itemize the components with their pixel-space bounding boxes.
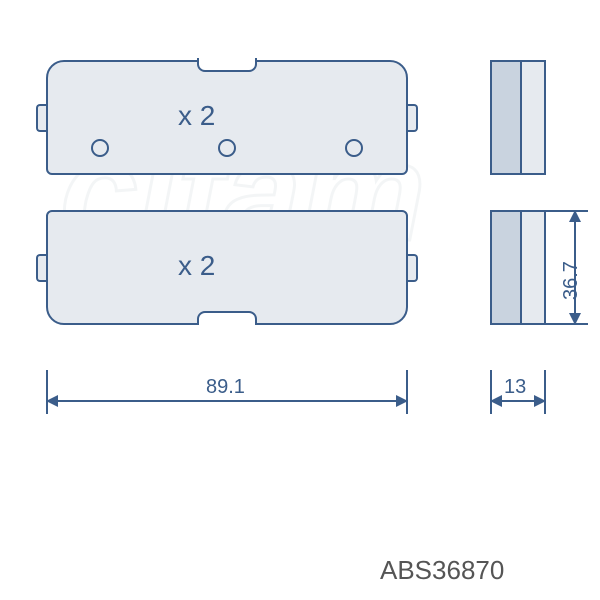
side-view-bottom (490, 210, 546, 325)
brake-pad-top (46, 60, 408, 175)
pad-notch (197, 58, 257, 72)
dimension-label: 13 (504, 376, 526, 399)
brake-pad-bottom (46, 210, 408, 325)
mounting-hole (218, 139, 236, 157)
brand-label: ABS (380, 555, 432, 585)
mounting-hole (345, 139, 363, 157)
part-number: 36870 (432, 555, 504, 585)
dimension-label: 89.1 (206, 376, 245, 399)
side-view-top (490, 60, 546, 175)
product-caption: ABS36870 (380, 555, 504, 586)
quantity-label: x 2 (178, 250, 215, 282)
pad-notch (197, 311, 257, 325)
dimension-label: 36.7 (560, 261, 583, 300)
mounting-hole (91, 139, 109, 157)
quantity-label: x 2 (178, 100, 215, 132)
